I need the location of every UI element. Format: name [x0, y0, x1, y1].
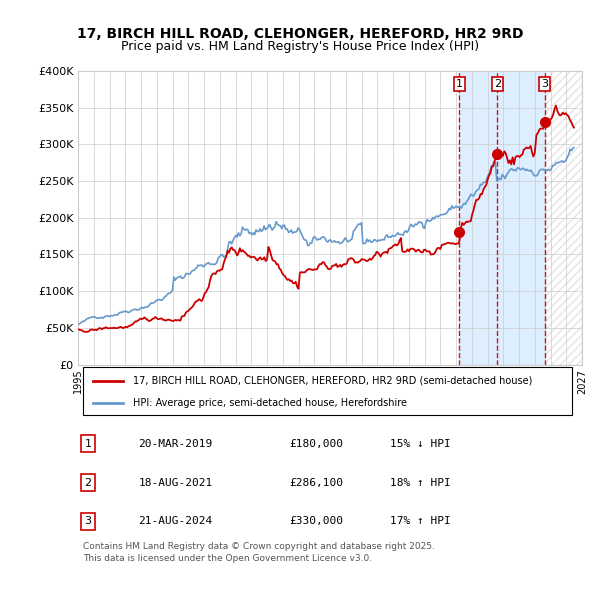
Text: 15% ↓ HPI: 15% ↓ HPI [391, 439, 451, 449]
FancyBboxPatch shape [83, 367, 572, 415]
Text: 3: 3 [541, 79, 548, 89]
Bar [460, 71, 545, 365]
Text: 17, BIRCH HILL ROAD, CLEHONGER, HEREFORD, HR2 9RD: 17, BIRCH HILL ROAD, CLEHONGER, HEREFORD… [77, 27, 523, 41]
Bar [545, 71, 582, 365]
Text: £330,000: £330,000 [290, 516, 344, 526]
Text: Price paid vs. HM Land Registry's House Price Index (HPI): Price paid vs. HM Land Registry's House … [121, 40, 479, 53]
Text: 18% ↑ HPI: 18% ↑ HPI [391, 477, 451, 487]
Text: £180,000: £180,000 [290, 439, 344, 449]
Text: Contains HM Land Registry data © Crown copyright and database right 2025.
This d: Contains HM Land Registry data © Crown c… [83, 542, 435, 563]
Text: 21-AUG-2024: 21-AUG-2024 [139, 516, 213, 526]
Text: HPI: Average price, semi-detached house, Herefordshire: HPI: Average price, semi-detached house,… [133, 398, 407, 408]
Text: 3: 3 [85, 516, 92, 526]
Text: 17, BIRCH HILL ROAD, CLEHONGER, HEREFORD, HR2 9RD (semi-detached house): 17, BIRCH HILL ROAD, CLEHONGER, HEREFORD… [133, 376, 533, 386]
Text: 2: 2 [85, 477, 92, 487]
Text: 1: 1 [85, 439, 92, 449]
Text: 20-MAR-2019: 20-MAR-2019 [139, 439, 213, 449]
Text: 1: 1 [456, 79, 463, 89]
Text: 18-AUG-2021: 18-AUG-2021 [139, 477, 213, 487]
Text: 2: 2 [494, 79, 501, 89]
Text: £286,100: £286,100 [290, 477, 344, 487]
Text: 17% ↑ HPI: 17% ↑ HPI [391, 516, 451, 526]
